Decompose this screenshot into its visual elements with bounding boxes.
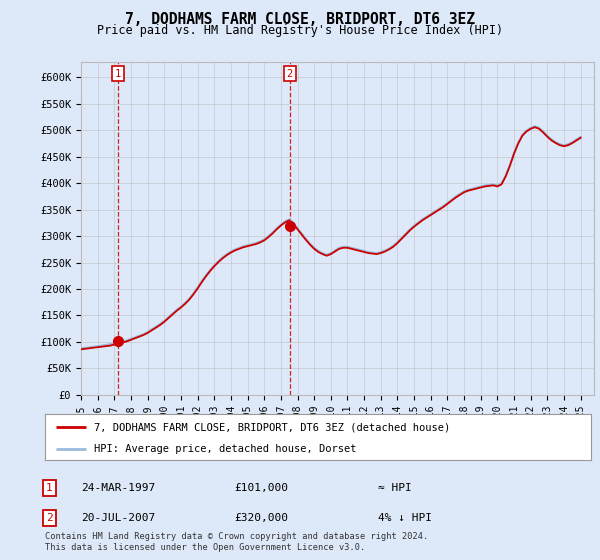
Text: 1: 1	[46, 483, 53, 493]
Text: 2: 2	[46, 513, 53, 523]
Text: 2: 2	[287, 69, 293, 79]
Text: 24-MAR-1997: 24-MAR-1997	[81, 483, 155, 493]
Text: 20-JUL-2007: 20-JUL-2007	[81, 513, 155, 523]
Text: HPI: Average price, detached house, Dorset: HPI: Average price, detached house, Dors…	[94, 444, 356, 454]
Text: 7, DODHAMS FARM CLOSE, BRIDPORT, DT6 3EZ: 7, DODHAMS FARM CLOSE, BRIDPORT, DT6 3EZ	[125, 12, 475, 27]
Text: 7, DODHAMS FARM CLOSE, BRIDPORT, DT6 3EZ (detached house): 7, DODHAMS FARM CLOSE, BRIDPORT, DT6 3EZ…	[94, 422, 451, 432]
Text: Contains HM Land Registry data © Crown copyright and database right 2024.
This d: Contains HM Land Registry data © Crown c…	[45, 532, 428, 552]
Text: £320,000: £320,000	[234, 513, 288, 523]
Text: 4% ↓ HPI: 4% ↓ HPI	[378, 513, 432, 523]
Text: Price paid vs. HM Land Registry's House Price Index (HPI): Price paid vs. HM Land Registry's House …	[97, 24, 503, 36]
Text: ≈ HPI: ≈ HPI	[378, 483, 412, 493]
Text: £101,000: £101,000	[234, 483, 288, 493]
Text: 1: 1	[115, 69, 121, 79]
